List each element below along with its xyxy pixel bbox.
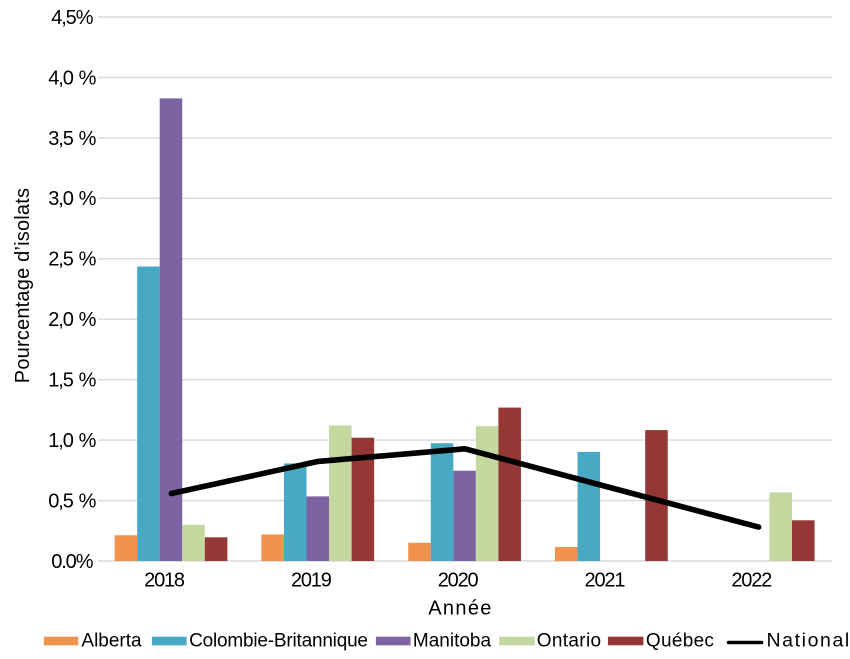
svg-text:3,0 %: 3,0 % — [48, 188, 96, 210]
svg-text:2020: 2020 — [438, 569, 479, 591]
svg-text:Québec: Québec — [646, 631, 714, 652]
svg-text:3,5 %: 3,5 % — [48, 128, 96, 150]
svg-text:Colombie-Britannique: Colombie-Britannique — [189, 631, 368, 652]
svg-text:0.0%: 0.0% — [51, 551, 94, 573]
svg-text:2022: 2022 — [731, 569, 772, 591]
svg-text:2,5 %: 2,5 % — [48, 249, 96, 271]
svg-text:4,0 %: 4,0 % — [48, 67, 96, 89]
svg-text:Manitoba: Manitoba — [413, 631, 492, 652]
svg-text:1,5 %: 1,5 % — [48, 370, 96, 392]
svg-text:Pourcentage d’isolats: Pourcentage d’isolats — [12, 188, 34, 383]
svg-text:2018: 2018 — [144, 569, 185, 591]
svg-text:2021: 2021 — [585, 569, 626, 591]
svg-text:4,5%: 4,5% — [51, 7, 94, 29]
svg-text:0,5 %: 0,5 % — [48, 491, 96, 513]
svg-text:National: National — [767, 630, 850, 652]
svg-text:2,0 %: 2,0 % — [48, 309, 96, 331]
svg-text:Année: Année — [428, 598, 493, 620]
svg-text:2019: 2019 — [291, 569, 332, 591]
svg-text:Ontario: Ontario — [537, 631, 602, 652]
svg-text:1,0 %: 1,0 % — [48, 430, 96, 452]
svg-text:Alberta: Alberta — [81, 631, 142, 652]
